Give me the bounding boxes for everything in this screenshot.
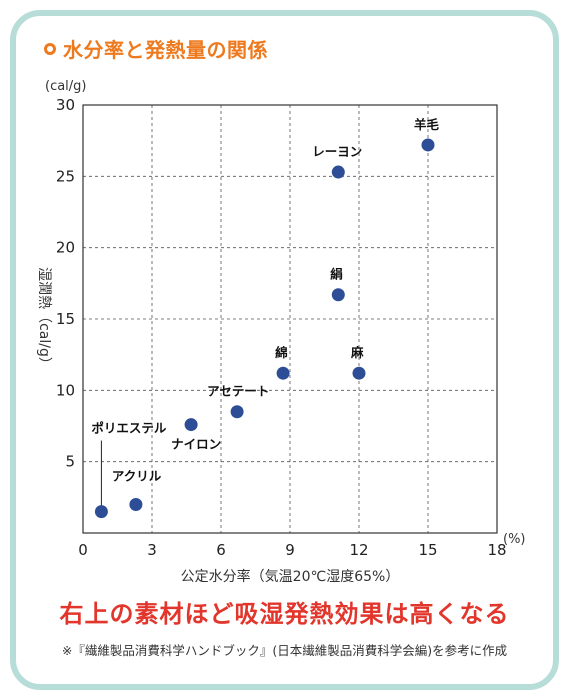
data-point bbox=[421, 138, 435, 152]
point-label: レーヨン bbox=[312, 144, 362, 159]
x-unit-label: (%) bbox=[503, 532, 526, 547]
x-tick-label: 15 bbox=[418, 541, 437, 559]
point-label: アセテート bbox=[207, 384, 269, 399]
y-tick-label: 20 bbox=[56, 239, 75, 257]
card-frame bbox=[10, 10, 559, 690]
data-point bbox=[276, 366, 290, 380]
x-tick-label: 12 bbox=[349, 541, 368, 559]
point-label: ナイロン bbox=[171, 437, 221, 452]
point-label: 綿 bbox=[275, 345, 288, 360]
data-point bbox=[129, 497, 143, 511]
x-tick-label: 18 bbox=[487, 541, 506, 559]
ring-icon bbox=[44, 42, 56, 55]
y-tick-label: 15 bbox=[56, 310, 75, 328]
point-label: 麻 bbox=[350, 345, 364, 360]
chart-header: 水分率と発熱量の関係 bbox=[44, 34, 268, 63]
point-label: 絹 bbox=[330, 267, 343, 282]
x-tick-label: 0 bbox=[78, 541, 88, 559]
y-tick-label: 25 bbox=[56, 167, 75, 185]
point-label: ポリエステル bbox=[91, 421, 167, 436]
data-point bbox=[352, 366, 366, 380]
y-tick-label: 30 bbox=[56, 96, 75, 114]
y-axis-title: 湿潤熱（cal/g） bbox=[36, 267, 52, 371]
x-tick-label: 9 bbox=[285, 541, 295, 559]
y-tick-label: 10 bbox=[56, 381, 75, 399]
point-label: 羊毛 bbox=[414, 117, 440, 132]
y-tick-label: 5 bbox=[65, 453, 75, 471]
data-point bbox=[94, 505, 108, 519]
source-note: ※『繊維製品消費科学ハンドブック』(日本繊維製品消費科学会編)を参考に作成 bbox=[61, 643, 508, 658]
point-label: アクリル bbox=[112, 468, 162, 483]
data-point bbox=[331, 288, 345, 302]
x-tick-label: 6 bbox=[216, 541, 226, 559]
y-unit-label: (cal/g) bbox=[45, 79, 87, 94]
data-point bbox=[230, 405, 244, 419]
data-point bbox=[331, 165, 345, 179]
x-tick-label: 3 bbox=[147, 541, 157, 559]
plot-frame bbox=[82, 104, 498, 534]
x-axis-title: 公定水分率（気温20℃湿度65%） bbox=[181, 568, 400, 585]
conclusion-text: 右上の素材ほど吸湿発熱効果は高くなる bbox=[59, 600, 510, 628]
data-point bbox=[184, 418, 198, 432]
chart-title: 水分率と発熱量の関係 bbox=[63, 38, 268, 62]
